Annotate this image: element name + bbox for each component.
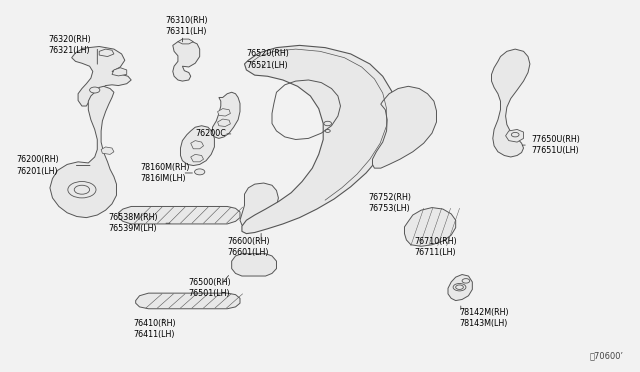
Text: 76410(RH)
76411(LH): 76410(RH) 76411(LH) [133,319,176,339]
Polygon shape [112,68,127,76]
Text: 78142M(RH)
78143M(LH): 78142M(RH) 78143M(LH) [460,308,509,328]
Text: 76520(RH)
76521(LH): 76520(RH) 76521(LH) [246,49,289,70]
Polygon shape [240,183,278,228]
Polygon shape [101,147,114,154]
Polygon shape [404,208,456,246]
Polygon shape [372,86,436,168]
Circle shape [195,169,205,175]
Text: 77650U(RH)
77651U(LH): 77650U(RH) 77651U(LH) [531,135,580,155]
Text: 76710(RH)
76711(LH): 76710(RH) 76711(LH) [415,237,458,257]
Polygon shape [180,126,214,166]
Text: 76200(RH)
76201(LH): 76200(RH) 76201(LH) [16,155,59,176]
Polygon shape [242,45,396,234]
Polygon shape [178,39,193,44]
Polygon shape [218,109,230,116]
Text: 76600(RH)
76601(LH): 76600(RH) 76601(LH) [227,237,270,257]
Polygon shape [118,206,240,224]
Text: 76500(RH)
76501(LH): 76500(RH) 76501(LH) [189,278,232,298]
Text: ❠70600’: ❠70600’ [590,352,624,361]
Polygon shape [99,49,114,57]
Polygon shape [173,40,200,81]
Polygon shape [218,119,230,126]
Text: 78160M(RH)
7816lM(LH): 78160M(RH) 7816lM(LH) [141,163,190,183]
Circle shape [90,87,100,93]
Polygon shape [232,254,276,276]
Polygon shape [191,154,204,162]
Text: 76538M(RH)
76539M(LH): 76538M(RH) 76539M(LH) [109,213,159,233]
Polygon shape [136,293,240,309]
Polygon shape [492,49,530,157]
Polygon shape [50,86,116,218]
Polygon shape [506,129,524,142]
Text: 76310(RH)
76311(LH): 76310(RH) 76311(LH) [165,16,208,36]
Polygon shape [72,46,131,106]
Polygon shape [191,141,204,149]
Polygon shape [448,275,472,301]
Text: 76320(RH)
76321(LH): 76320(RH) 76321(LH) [48,35,91,55]
Text: 76200C: 76200C [195,129,226,138]
Circle shape [453,283,466,291]
Text: 76752(RH)
76753(LH): 76752(RH) 76753(LH) [368,193,411,213]
Polygon shape [212,92,240,138]
